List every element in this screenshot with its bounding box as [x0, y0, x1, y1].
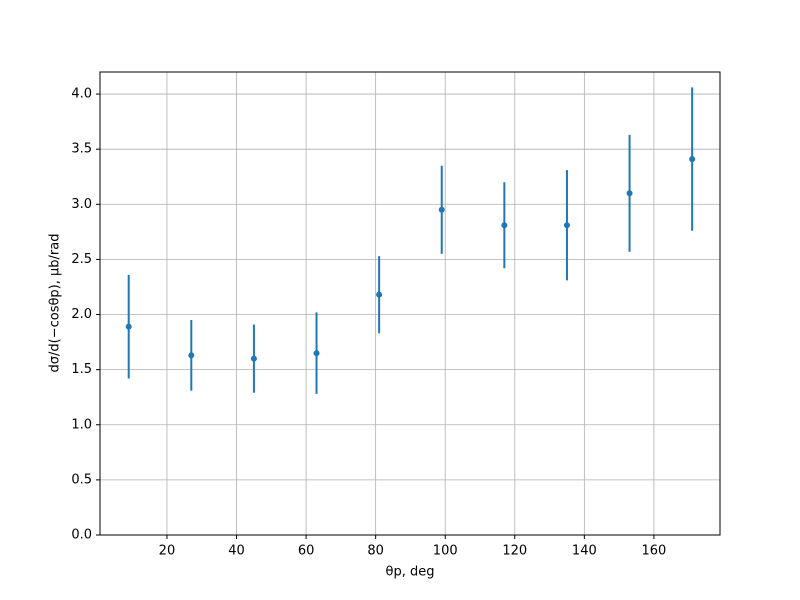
y-tick-label: 4.0 — [71, 87, 92, 102]
point — [626, 190, 633, 197]
x-tick-label: 20 — [159, 544, 176, 559]
y-axis-label: dσ/d(−cosθp), μb/rad — [48, 234, 63, 373]
point — [501, 222, 508, 229]
x-tick-label: 140 — [572, 544, 597, 559]
x-tick-label: 100 — [433, 544, 458, 559]
y-tick-label: 2.5 — [71, 252, 92, 267]
y-tick-label: 1.0 — [71, 417, 92, 432]
y-tick-label: 1.5 — [71, 362, 92, 377]
x-axis-label: θp, deg — [386, 565, 435, 580]
point — [125, 323, 132, 330]
point — [250, 355, 257, 362]
point — [313, 350, 320, 357]
plot-frame — [99, 71, 721, 536]
marks — [125, 87, 696, 394]
x-tick-label: 160 — [641, 544, 666, 559]
y-tick-label: 0.5 — [71, 472, 92, 487]
y-tick-label: 3.5 — [71, 142, 92, 157]
x-tick-label: 40 — [228, 544, 245, 559]
x-tick-label: 80 — [367, 544, 384, 559]
y-tick-label: 3.0 — [71, 197, 92, 212]
point — [438, 206, 445, 213]
point — [376, 291, 383, 298]
x-tick-label: 120 — [502, 544, 527, 559]
y-tick-label: 0.0 — [71, 528, 92, 543]
point — [689, 156, 696, 163]
point — [563, 222, 570, 229]
y-tick-label: 2.0 — [71, 307, 92, 322]
x-tick-label: 60 — [298, 544, 315, 559]
grid — [100, 72, 720, 536]
point — [188, 352, 195, 359]
